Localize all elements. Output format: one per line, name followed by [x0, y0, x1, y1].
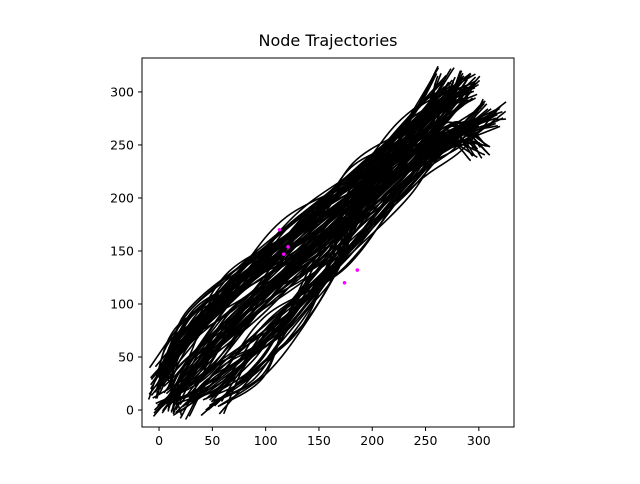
- trajectory-line: [218, 120, 482, 407]
- x-tick-label: 250: [414, 433, 438, 448]
- chart-title: Node Trajectories: [258, 31, 398, 50]
- highlight-point: [342, 280, 347, 285]
- trajectory-line: [189, 117, 504, 403]
- y-tick-label: 100: [110, 297, 134, 312]
- y-tick-label: 250: [110, 137, 134, 152]
- x-tick-label: 50: [204, 433, 220, 448]
- x-tick-label: 200: [360, 433, 384, 448]
- x-tick-label: 0: [155, 433, 163, 448]
- trajectory-line: [165, 81, 475, 357]
- y-tick-label: 0: [126, 403, 134, 418]
- trajectories-group: [147, 65, 507, 420]
- y-tick-label: 300: [110, 84, 134, 99]
- trajectory-line: [148, 73, 476, 369]
- axes-frame: [141, 57, 515, 428]
- trajectory-line: [190, 108, 492, 400]
- y-ticks: 0 50 100 150 200 250 300: [110, 84, 142, 418]
- highlights-group: [277, 227, 360, 285]
- x-tick-label: 300: [467, 433, 491, 448]
- highlight-point: [277, 227, 282, 232]
- y-tick-label: 150: [110, 243, 134, 258]
- highlight-point: [281, 252, 286, 256]
- x-tick-label: 100: [254, 433, 278, 448]
- y-tick-label: 50: [118, 350, 134, 365]
- trajectory-line: [165, 91, 460, 370]
- highlight-point: [286, 244, 290, 249]
- trajectory-line: [175, 116, 489, 414]
- highlight-point: [355, 268, 360, 272]
- trajectory-line: [169, 70, 463, 364]
- trajectory-line: [171, 120, 488, 395]
- trajectory-line: [158, 90, 475, 377]
- trajectory-line: [157, 72, 472, 376]
- y-tick-label: 200: [110, 190, 134, 205]
- x-ticks: 0 50 100 150 200 250 300: [155, 427, 491, 448]
- trajectory-line: [166, 140, 486, 403]
- trajectory-line: [184, 100, 486, 420]
- trajectory-line: [200, 123, 492, 417]
- trajectory-line: [159, 80, 476, 373]
- trajectory-line: [154, 82, 461, 368]
- x-tick-label: 150: [307, 433, 331, 448]
